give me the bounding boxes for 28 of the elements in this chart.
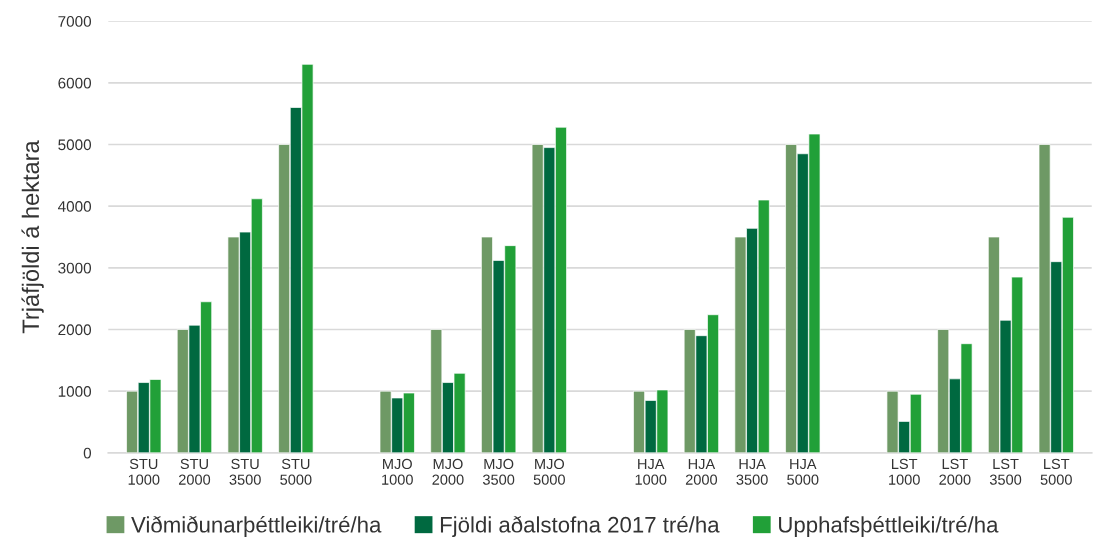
y-axis-title: Trjáfjöldi á hektara (21, 140, 44, 334)
y-tick-label: 0 (83, 447, 92, 459)
x-tick-label: STU 3500 (229, 458, 261, 485)
x-tick-label: MJO 3500 (482, 458, 515, 485)
x-tick-label: LST 2000 (939, 458, 971, 485)
y-tick-label: 6000 (58, 77, 92, 89)
x-tick-label: LST 1000 (889, 458, 920, 485)
x-tick-label: HJA 2000 (685, 458, 718, 485)
legend-label: Fjöldi aðalstofna 2017 tré/ha (440, 515, 720, 537)
x-tick-label: LST 3500 (989, 458, 1022, 485)
y-tick-label: 4000 (57, 201, 92, 212)
y-tick-label: 5000 (58, 139, 92, 151)
x-tick-label: STU 2000 (178, 458, 211, 485)
x-tick-label: MJO 1000 (382, 458, 413, 485)
x-tick-label: MJO 5000 (533, 458, 565, 485)
x-tick-label: HJA 3500 (736, 458, 768, 485)
x-tick-label: LST 5000 (1040, 458, 1072, 485)
y-tick-label: 2000 (58, 324, 92, 336)
legend-label: Upphafsþéttleiki/tré/ha (779, 516, 999, 537)
y-tick-label: 1000 (58, 386, 92, 397)
x-tick-label: MJO 2000 (432, 458, 464, 485)
y-tick-label: 7000 (58, 16, 92, 27)
x-tick-label: HJA 1000 (635, 458, 667, 485)
legend-label: Viðmiðunarþéttleiki/tré/ha (131, 515, 382, 537)
x-tick-label: STU 5000 (280, 458, 312, 485)
y-tick-label: 3000 (58, 262, 92, 274)
x-tick-label: HJA 5000 (787, 458, 819, 485)
x-tick-label: STU 1000 (128, 458, 160, 485)
